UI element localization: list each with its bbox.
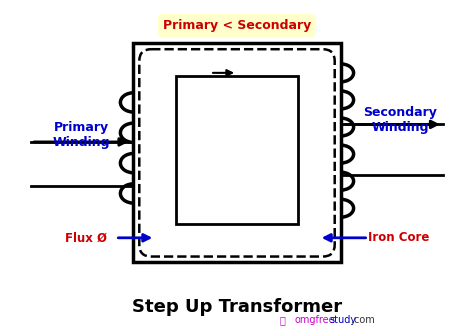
Text: study: study <box>329 315 356 325</box>
Bar <box>133 43 341 263</box>
Text: .com: .com <box>351 315 375 325</box>
Text: omgfree: omgfree <box>295 315 335 325</box>
Bar <box>176 76 298 224</box>
Text: Primary < Secondary: Primary < Secondary <box>163 19 311 32</box>
Text: Iron Core: Iron Core <box>368 231 429 244</box>
Text: Primary
Winding: Primary Winding <box>53 121 110 149</box>
Text: Step Up Transformer: Step Up Transformer <box>132 298 342 316</box>
Text: 📚: 📚 <box>280 315 289 325</box>
Text: Flux Ø: Flux Ø <box>64 231 107 244</box>
Text: Secondary
Winding: Secondary Winding <box>364 106 437 134</box>
